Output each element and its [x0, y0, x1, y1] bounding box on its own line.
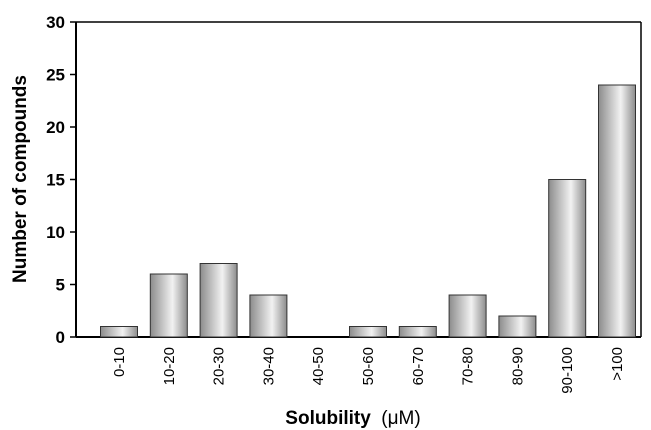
- bar-2: [199, 263, 238, 338]
- bar-10: [598, 84, 636, 338]
- bar-3: [249, 294, 288, 338]
- y-tick-label: 10: [46, 223, 65, 242]
- x-axis-label: Solubility (μM): [285, 408, 420, 429]
- y-tick-label: 0: [56, 328, 65, 347]
- y-tick-label: 15: [46, 171, 65, 190]
- y-ticks: 0 5 10 15 20 25 30: [46, 13, 76, 347]
- y-axis-label: Number of compounds: [10, 75, 31, 283]
- bar-9: [548, 179, 587, 338]
- y-tick-label: 5: [56, 276, 65, 295]
- bars: [100, 84, 636, 338]
- bar-1: [149, 273, 188, 338]
- bar-7: [448, 294, 487, 338]
- x-tick-label: 60-70: [410, 347, 427, 385]
- x-tick-label: 20-30: [211, 347, 228, 385]
- x-tick-label: 40-50: [310, 347, 327, 385]
- y-tick-label: 30: [46, 13, 65, 32]
- x-tick-label: 50-60: [360, 347, 377, 385]
- x-tick-label: 30-40: [260, 347, 277, 385]
- y-tick-label: 20: [46, 118, 65, 137]
- x-tick-label: 10-20: [161, 347, 178, 385]
- bar-0: [100, 326, 138, 338]
- bar-6: [398, 326, 437, 338]
- bar-5: [349, 326, 387, 338]
- y-tick-label: 25: [46, 66, 65, 85]
- x-tick-label: 0-10: [111, 347, 128, 377]
- x-tick-label: 70-80: [460, 347, 477, 385]
- x-tick-label: 80-90: [509, 347, 526, 385]
- x-axis-label-unit: (μM): [381, 408, 420, 429]
- x-ticks: 0-10 10-20 20-30 30-40 40-50 50-60 60-70 70-80 8…: [111, 347, 626, 394]
- bar-8: [498, 315, 537, 338]
- x-tick-label: 90-100: [559, 347, 576, 394]
- x-tick-label: >100: [609, 347, 626, 381]
- x-axis-label-text: Solubility: [285, 408, 371, 429]
